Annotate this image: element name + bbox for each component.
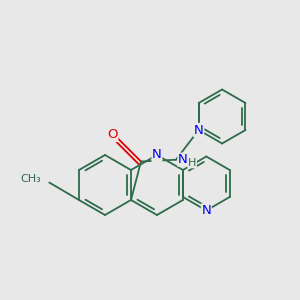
Text: O: O [107,128,118,142]
Text: N: N [178,153,188,166]
Text: N: N [201,204,211,217]
Text: CH₃: CH₃ [20,175,41,184]
Text: N: N [152,148,162,161]
Text: N: N [194,124,204,136]
Text: H: H [188,158,196,168]
